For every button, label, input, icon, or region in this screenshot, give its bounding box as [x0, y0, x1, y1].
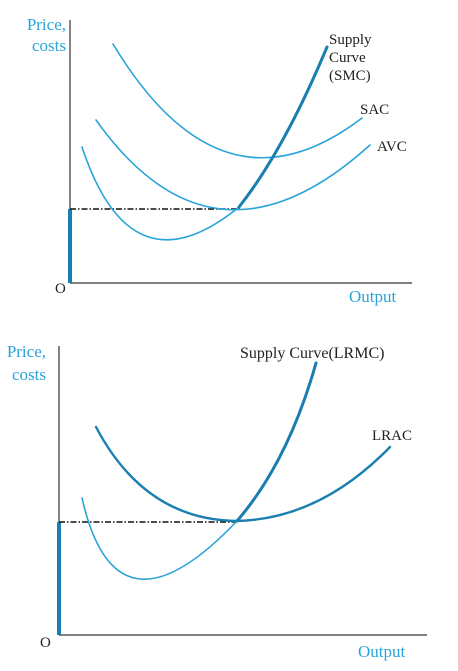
lrmc-supply-curve: [235, 361, 318, 523]
avc-label: AVC: [377, 139, 407, 155]
bottom-origin-label: O: [40, 635, 51, 651]
avc-curve: [95, 119, 371, 211]
top-panel: Price, costs O Output Supply Curve (SMC)…: [27, 15, 412, 306]
sac-label: SAC: [360, 102, 389, 118]
bottom-panel: Price, costs O Output Supply Curve(LRMC)…: [7, 342, 427, 661]
bottom-y-axis-label-line2: costs: [12, 365, 46, 384]
lrac-curve: [94, 425, 392, 523]
smc-label-line1: Supply: [329, 32, 372, 48]
top-origin-label: O: [55, 281, 66, 297]
bottom-x-axis-label: Output: [358, 642, 406, 661]
top-x-axis-label: Output: [349, 287, 397, 306]
sac-curve: [112, 43, 363, 159]
smc-label-line2: Curve: [329, 50, 366, 66]
top-y-axis-label-line2: costs: [32, 36, 66, 55]
lrac-label: LRAC: [372, 428, 412, 444]
top-y-axis-label-line1: Price,: [27, 15, 66, 34]
lrmc-label: Supply Curve(LRMC): [240, 345, 384, 362]
smc-label-line3: (SMC): [329, 68, 371, 84]
lrmc-curve-lower: [81, 497, 238, 580]
smc-curve-lower: [81, 146, 240, 241]
bottom-y-axis-label-line1: Price,: [7, 342, 46, 361]
smc-supply-curve: [237, 45, 329, 209]
